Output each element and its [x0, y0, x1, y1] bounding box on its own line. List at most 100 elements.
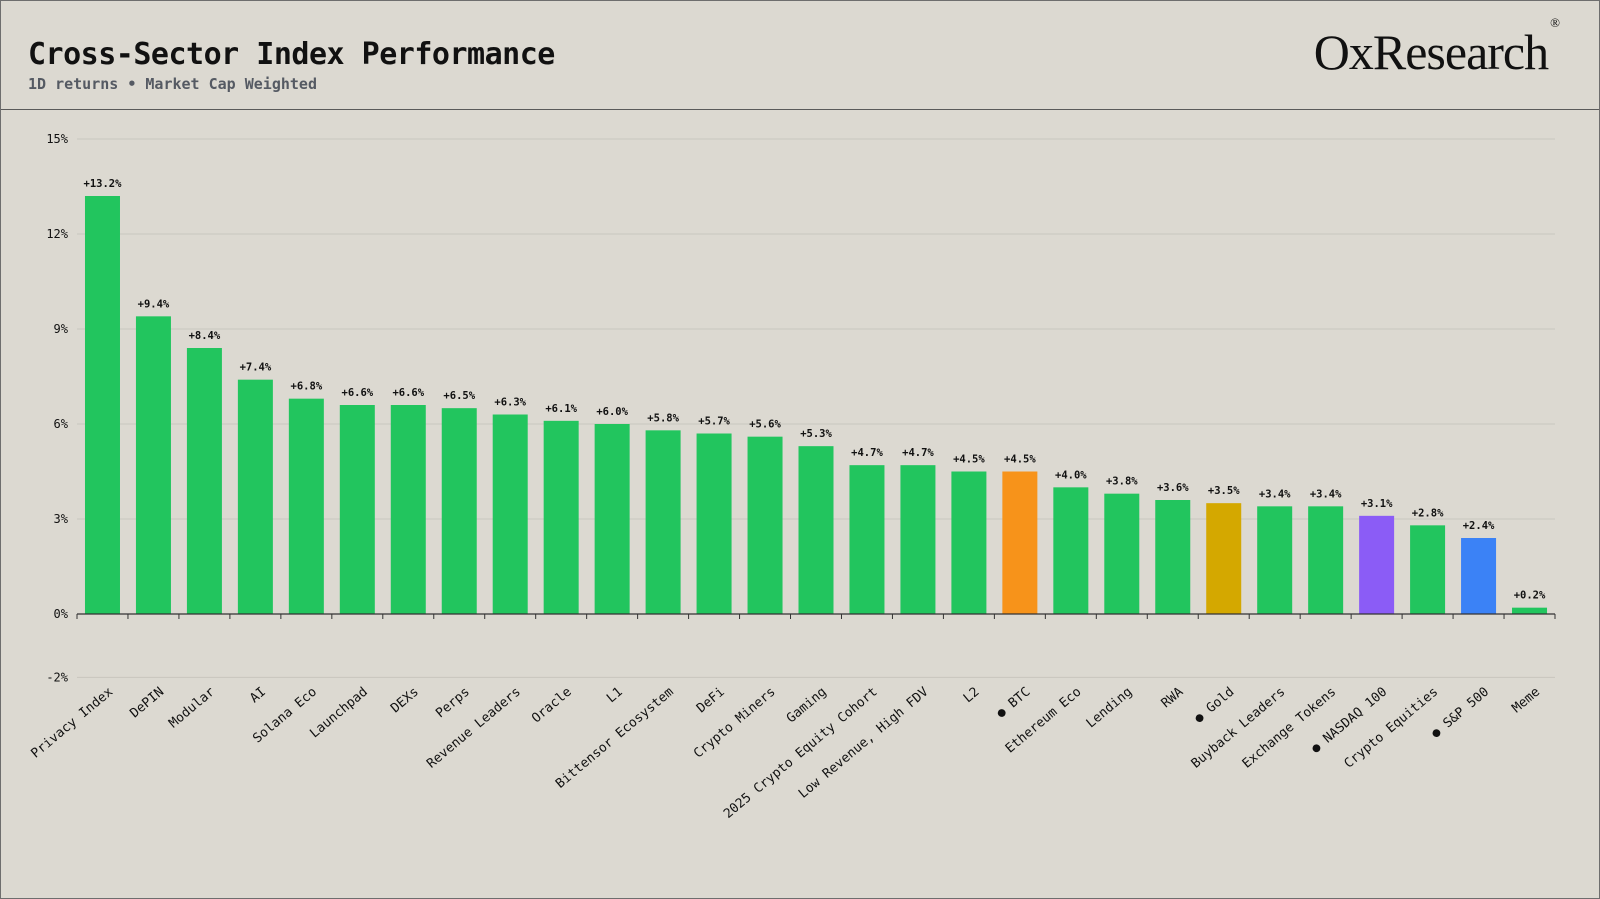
bar: [1002, 471, 1038, 614]
x-tick-label: Privacy Index: [28, 684, 116, 761]
data-label: +4.7%: [902, 447, 934, 459]
category-name: Gold: [1204, 685, 1238, 717]
chart-subtitle: 1D returns • Market Cap Weighted: [28, 75, 317, 93]
data-label: +6.3%: [494, 397, 526, 409]
data-label: +6.5%: [443, 390, 475, 402]
data-label: +4.0%: [1055, 469, 1087, 481]
data-label: +9.4%: [138, 298, 170, 310]
bar: [237, 379, 273, 614]
bar: [1359, 515, 1395, 614]
bar: [135, 316, 171, 614]
x-tick-label: Perps: [433, 685, 473, 722]
y-tick-label: 12%: [46, 227, 68, 241]
chart-title: Cross-Sector Index Performance: [28, 37, 555, 72]
category-name: S&P 500: [1441, 685, 1493, 732]
x-tick-label: Meme: [1509, 684, 1543, 716]
brand-logo-text: OxResearch: [1313, 24, 1549, 80]
category-name: Perps: [433, 685, 473, 722]
bar: [441, 408, 477, 614]
data-label: +8.4%: [189, 330, 221, 342]
x-tick-label: L1: [604, 685, 626, 707]
x-tick-label: Crypto Equities: [1342, 685, 1442, 772]
x-tick-label: ● BTC: [994, 685, 1034, 722]
category-name: Privacy Index: [28, 684, 116, 761]
data-label: +5.6%: [749, 419, 781, 431]
bar: [1461, 538, 1497, 614]
x-tick-label: DEXs: [388, 685, 422, 717]
data-label: +3.6%: [1157, 482, 1189, 494]
bar: [186, 348, 222, 614]
bar: [1257, 506, 1293, 614]
data-label: +5.7%: [698, 416, 730, 428]
data-label: +3.8%: [1106, 476, 1138, 488]
bar: [1104, 493, 1140, 614]
x-tick-label: Modular: [166, 684, 218, 731]
data-label: +4.5%: [953, 454, 985, 466]
registered-mark: ®: [1550, 15, 1560, 31]
category-name: Oracle: [529, 684, 575, 726]
y-tick-label: 0%: [54, 607, 69, 621]
x-tick-label: DeFi: [694, 685, 728, 717]
x-tick-label: Revenue Leaders: [424, 685, 524, 772]
category-name: L1: [604, 685, 626, 707]
data-label: +3.1%: [1361, 498, 1393, 510]
x-tick-label: AI: [247, 685, 269, 707]
data-label: +4.5%: [1004, 454, 1036, 466]
data-label: +2.8%: [1412, 507, 1444, 519]
y-tick-label: 9%: [54, 322, 69, 336]
data-label: +7.4%: [240, 362, 272, 374]
data-label: +3.4%: [1259, 488, 1291, 500]
data-label: +5.3%: [800, 428, 832, 440]
data-label: +6.6%: [392, 387, 424, 399]
data-label: +13.2%: [84, 178, 123, 190]
x-tick-label: Buyback Leaders: [1189, 685, 1289, 772]
bar: [900, 465, 936, 614]
bar: [594, 424, 630, 614]
x-tick-label: Gaming: [784, 685, 830, 727]
bar: [951, 471, 987, 614]
bar: [1053, 487, 1089, 614]
category-name: L2: [961, 685, 983, 707]
bar: [288, 398, 324, 614]
y-tick-label: 15%: [46, 132, 68, 146]
category-name: Revenue Leaders: [424, 685, 524, 772]
category-name: AI: [247, 685, 269, 707]
bar: [84, 196, 120, 614]
bar: [1410, 525, 1446, 614]
category-name: Crypto Equities: [1342, 685, 1442, 772]
y-tick-label: -2%: [46, 670, 68, 684]
x-tick-label: ● Gold: [1192, 685, 1238, 727]
data-label: +4.7%: [851, 447, 883, 459]
category-name: DEXs: [388, 685, 422, 717]
bar: [798, 446, 834, 614]
data-label: +3.5%: [1208, 485, 1240, 497]
y-tick-label: 3%: [54, 512, 69, 526]
bar: [390, 405, 426, 614]
bar: [747, 436, 783, 614]
data-label: +5.8%: [647, 412, 679, 424]
x-tick-label: RWA: [1159, 684, 1187, 711]
data-label: +2.4%: [1463, 520, 1495, 532]
bar: [1512, 607, 1548, 614]
chart-header: Cross-Sector Index Performance 1D return…: [1, 1, 1599, 110]
category-name: Buyback Leaders: [1189, 685, 1289, 772]
bar: [543, 420, 579, 614]
data-label: +6.8%: [291, 381, 323, 393]
x-tick-label: DePIN: [127, 685, 167, 722]
category-name: Exchange Tokens: [1240, 685, 1340, 772]
category-name: Lending: [1084, 685, 1136, 732]
x-tick-label: Oracle: [529, 684, 575, 726]
data-label: +0.2%: [1514, 590, 1546, 602]
category-name: Gaming: [784, 685, 830, 727]
x-tick-label: L2: [961, 685, 983, 707]
bar: [645, 430, 681, 614]
bar: [1308, 506, 1344, 614]
data-label: +6.1%: [545, 403, 577, 415]
category-name: Meme: [1509, 684, 1543, 716]
category-name: RWA: [1159, 684, 1187, 711]
data-label: +6.0%: [596, 406, 628, 418]
bar: [492, 414, 528, 614]
category-name: Modular: [166, 684, 218, 731]
data-label: +6.6%: [342, 387, 374, 399]
